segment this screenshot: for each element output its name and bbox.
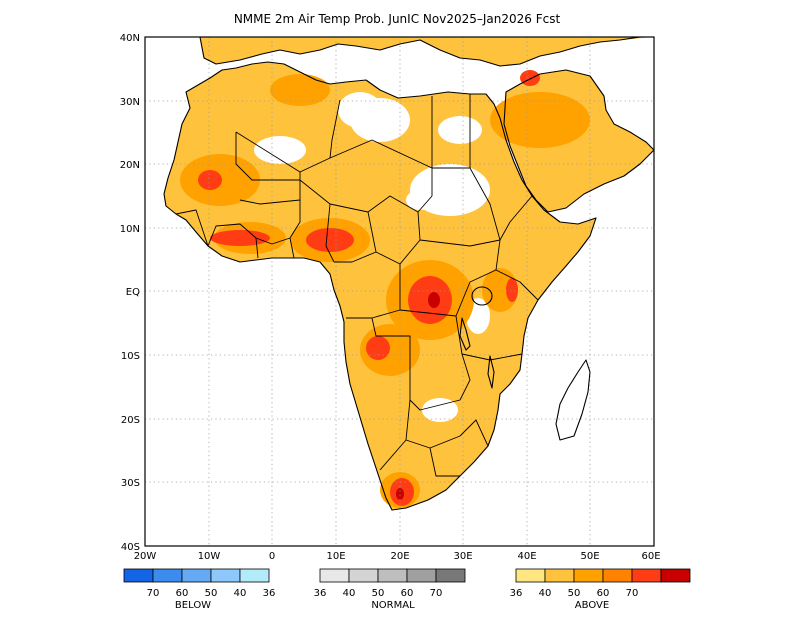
europe-coastline (199, 37, 641, 67)
below-color-swatch (152, 568, 183, 583)
above-color-swatch (660, 568, 691, 583)
below-value-label: 50 (205, 588, 218, 599)
shading-above-70 (428, 292, 440, 308)
lat-tick-label: 40N (120, 33, 140, 44)
shading-above-50 (270, 74, 330, 106)
below-value-label: 36 (263, 588, 276, 599)
map-plot-area (145, 37, 654, 546)
legend-normal: 36 40 50 60 70 NORMAL (314, 568, 466, 611)
above-color-swatch (631, 568, 662, 583)
madagascar-coastline (555, 359, 591, 441)
shading-no-signal (438, 116, 482, 144)
lon-tick-label: 20E (390, 551, 409, 562)
lat-tick-label: 20N (120, 160, 140, 171)
above-value-label: 40 (539, 588, 552, 599)
below-color-swatch (181, 568, 212, 583)
above-color-bar (515, 568, 691, 583)
normal-color-swatch (348, 568, 379, 583)
shading-above-50 (490, 92, 590, 148)
above-value-label: 36 (510, 588, 523, 599)
below-legend-title: BELOW (175, 600, 211, 611)
above-legend-title: ABOVE (575, 600, 609, 611)
lakes (459, 286, 495, 389)
shading-no-signal (406, 190, 434, 210)
shading-above-70 (396, 488, 404, 500)
normal-color-swatch (435, 568, 466, 583)
country-borders (175, 94, 539, 477)
below-value-label: 60 (176, 588, 189, 599)
shading-above-60 (210, 230, 270, 246)
lon-tick-label: 0 (269, 551, 275, 562)
lat-tick-label: 10N (120, 224, 140, 235)
lon-tick-label: 50E (580, 551, 599, 562)
map-title: NMME 2m Air Temp Prob. JunIC Nov2025–Jan… (234, 12, 561, 26)
normal-color-swatch (377, 568, 408, 583)
lon-tick-label: 60E (641, 551, 660, 562)
below-value-label: 70 (147, 588, 160, 599)
legend-above: 36 40 50 60 70 ABOVE (510, 568, 691, 611)
below-color-swatch (239, 568, 270, 583)
africa-coastline (163, 61, 597, 511)
below-color-swatch (210, 568, 241, 583)
probability-shading (164, 37, 654, 510)
lat-tick-label: EQ (126, 287, 140, 298)
above-value-label: 70 (626, 588, 639, 599)
lat-tick-label: 20S (121, 415, 140, 426)
above-value-label: 60 (597, 588, 610, 599)
above-color-swatch (573, 568, 604, 583)
shading-above-60 (366, 336, 390, 360)
latitude-labels: 40N 30N 20N 10N EQ 10S 20S 30S 40S (120, 33, 140, 553)
shading-no-signal (422, 398, 458, 422)
lon-tick-label: 40E (517, 551, 536, 562)
above-color-swatch (544, 568, 575, 583)
below-color-bar (123, 568, 270, 583)
coastlines (163, 37, 654, 511)
above-value-label: 50 (568, 588, 581, 599)
lake-tanganyika (459, 317, 471, 351)
shading-above-60 (306, 228, 354, 252)
normal-color-swatch (319, 568, 350, 583)
normal-value-label: 36 (314, 588, 327, 599)
shading-above-60 (520, 70, 540, 86)
lake-malawi (487, 355, 495, 389)
above-color-swatch (515, 568, 546, 583)
lat-tick-label: 10S (121, 351, 140, 362)
shading-no-signal (254, 136, 306, 164)
normal-value-label: 50 (372, 588, 385, 599)
lon-tick-label: 10E (326, 551, 345, 562)
lat-tick-label: 30S (121, 478, 140, 489)
lat-tick-label: 30N (120, 97, 140, 108)
shading-no-signal (338, 92, 382, 128)
legend-below: 70 60 50 40 36 BELOW (123, 568, 276, 611)
shading-above-60 (506, 278, 518, 302)
normal-value-label: 70 (430, 588, 443, 599)
normal-color-bar (319, 568, 466, 583)
arabia-coastline (503, 69, 654, 213)
below-color-swatch (123, 568, 154, 583)
shading-above-60 (198, 170, 222, 190)
lat-tick-label: 40S (121, 542, 140, 553)
normal-value-label: 40 (343, 588, 356, 599)
longitude-labels: 20W 10W 0 10E 20E 30E 40E 50E 60E (134, 551, 661, 562)
shading-above-40 (200, 37, 654, 66)
normal-legend-title: NORMAL (371, 600, 415, 611)
lon-tick-label: 20W (134, 551, 157, 562)
normal-color-swatch (406, 568, 437, 583)
above-color-swatch (602, 568, 633, 583)
lake-victoria (471, 286, 493, 306)
normal-value-label: 60 (401, 588, 414, 599)
below-value-label: 40 (234, 588, 247, 599)
lon-tick-label: 10W (198, 551, 221, 562)
lon-tick-label: 30E (453, 551, 472, 562)
map-frame (144, 36, 655, 547)
